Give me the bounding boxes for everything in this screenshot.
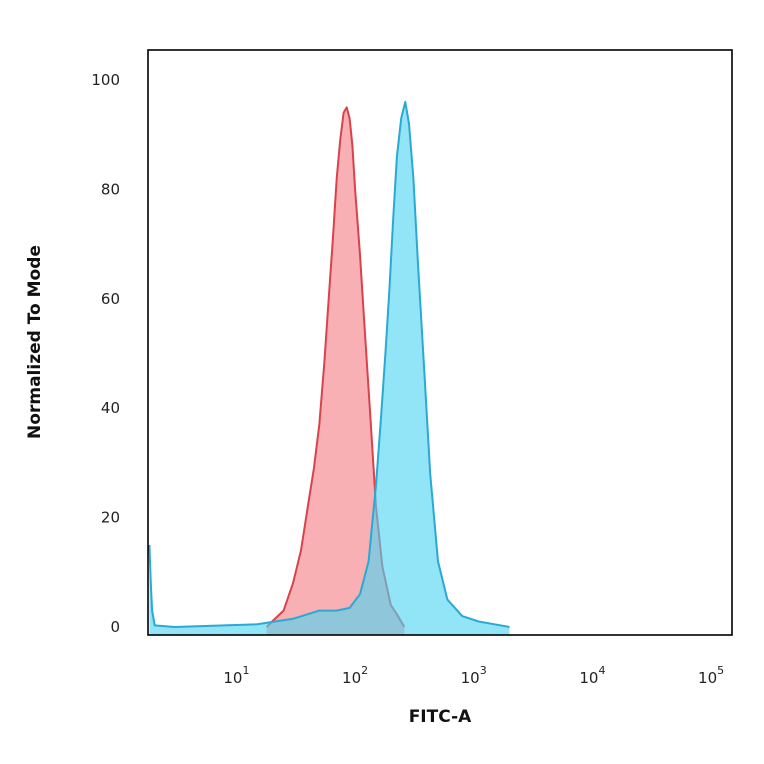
- x-tick-label: 102: [342, 664, 368, 687]
- x-tick-base: 10: [579, 669, 598, 687]
- x-tick-base: 10: [461, 669, 480, 687]
- x-tick-base: 10: [223, 669, 242, 687]
- x-tick-exponent: 1: [242, 664, 249, 677]
- plot-frame: [147, 49, 733, 636]
- series-2-area: [149, 101, 510, 635]
- x-tick-label: 105: [698, 664, 724, 687]
- x-tick-label: 104: [579, 664, 605, 687]
- y-tick-label: 0: [110, 618, 120, 636]
- x-tick-base: 10: [342, 669, 361, 687]
- series-1-area: [266, 107, 405, 635]
- x-tick-label: 103: [461, 664, 487, 687]
- x-tick-base: 10: [698, 669, 717, 687]
- series-2-line: [148, 100, 510, 628]
- series-layer: [148, 100, 510, 635]
- x-tick-exponent: 2: [361, 664, 368, 677]
- x-axis-ticks: 101 102 103 104 105: [223, 664, 724, 687]
- x-tick-exponent: 3: [480, 664, 487, 677]
- x-tick-label: 101: [223, 664, 249, 687]
- x-tick-exponent: 4: [598, 664, 605, 677]
- y-tick-label: 100: [91, 71, 120, 89]
- x-axis-title: FITC-A: [409, 707, 472, 727]
- y-axis-title: Normalized To Mode: [25, 245, 45, 439]
- x-tick-exponent: 5: [717, 664, 724, 677]
- y-tick-label: 20: [101, 509, 120, 527]
- y-tick-label: 40: [101, 399, 120, 417]
- y-axis-ticks: 0 20 40 60 80 100: [91, 71, 120, 636]
- y-tick-label: 80: [101, 180, 120, 198]
- y-tick-label: 60: [101, 290, 120, 308]
